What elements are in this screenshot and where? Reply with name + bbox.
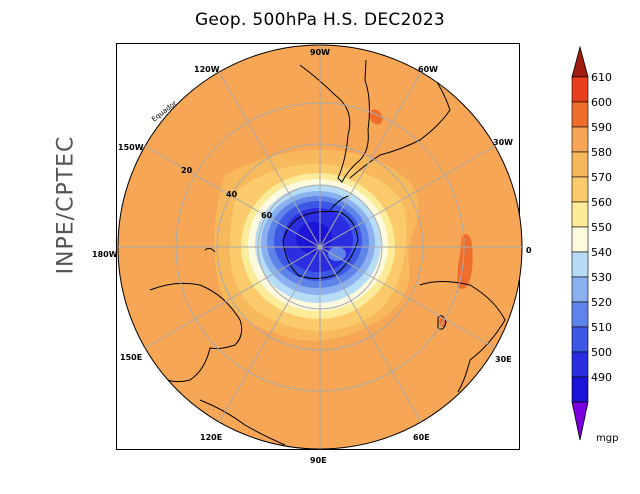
meridian-150w-30e (144, 145, 496, 349)
lat-label-20: 20 (181, 166, 193, 175)
coastlines (149, 59, 506, 446)
colorbar-level-560: 560 (591, 196, 612, 209)
colorbar-swatch-500-510 (571, 326, 589, 353)
lon-label-150e: 150E (120, 353, 142, 362)
ross-area-islands (204, 247, 216, 253)
graticule (117, 44, 523, 450)
colorbar-swatch-550-560 (571, 201, 589, 228)
indian-ocean-coast (199, 399, 286, 446)
lon-label-180w: 180W (92, 250, 118, 259)
lon-label-60w: 60W (418, 65, 438, 74)
contour-490 (296, 222, 332, 254)
colorbar-bottom-arrow (571, 401, 589, 441)
australia-coast (149, 282, 243, 383)
south-america-coast (299, 59, 370, 183)
lon-label-120w: 120W (194, 65, 220, 74)
colorbar-level-510: 510 (591, 321, 612, 334)
colorbar-level-500: 500 (591, 346, 612, 359)
colorbar-swatch-560-570 (571, 176, 589, 203)
colorbar-level-600: 600 (591, 96, 612, 109)
lon-label-90e: 90E (310, 456, 327, 465)
lon-label-60e: 60E (413, 433, 430, 442)
lon-label-120e: 120E (200, 433, 222, 442)
colorbar: 610 600 590 580 570 560 550 540 530 520 … (571, 45, 618, 444)
colorbar-level-590: 590 (591, 121, 612, 134)
colorbar-swatch-590-600 (571, 101, 589, 128)
colorbar-swatch-520-530 (571, 276, 589, 303)
lat-label-40: 40 (226, 190, 238, 199)
colorbar-level-490: 490 (591, 371, 612, 384)
madagascar-coast (437, 315, 447, 330)
colorbar-level-610: 610 (591, 71, 612, 84)
lon-label-150w: 150W (118, 143, 144, 152)
colorbar-level-530: 530 (591, 271, 612, 284)
africa-coast (419, 281, 506, 393)
colorbar-level-570: 570 (591, 171, 612, 184)
colorbar-swatch-600-610 (571, 76, 589, 103)
colorbar-swatch-below-490 (571, 376, 589, 403)
colorbar-swatch-510-520 (571, 301, 589, 328)
lon-label-0: 0 (526, 246, 532, 255)
colorbar-swatch-490-500 (571, 351, 589, 378)
antarctica-coast (282, 210, 359, 279)
colorbar-top-arrow (571, 45, 589, 78)
map-title: Geop. 500hPa H.S. DEC2023 (194, 10, 446, 30)
colorbar-swatch-570-580 (571, 151, 589, 178)
colorbar-swatch-530-540 (571, 251, 589, 278)
colorbar-level-580: 580 (591, 146, 612, 159)
lon-label-30w: 30W (493, 138, 513, 147)
lat-label-60: 60 (261, 211, 273, 220)
lon-label-90w: 90W (310, 48, 330, 57)
antarctic-peninsula (329, 195, 349, 211)
colorbar-unit: mgp (596, 433, 618, 444)
colorbar-swatch-580-590 (571, 126, 589, 153)
lon-label-30e: 30E (495, 355, 512, 364)
colorbar-level-550: 550 (591, 221, 612, 234)
colorbar-swatch-540-550 (571, 226, 589, 253)
local-max-east (328, 247, 346, 261)
colorbar-level-540: 540 (591, 246, 612, 259)
patagonia-coast (349, 61, 451, 179)
colorbar-level-520: 520 (591, 296, 612, 309)
